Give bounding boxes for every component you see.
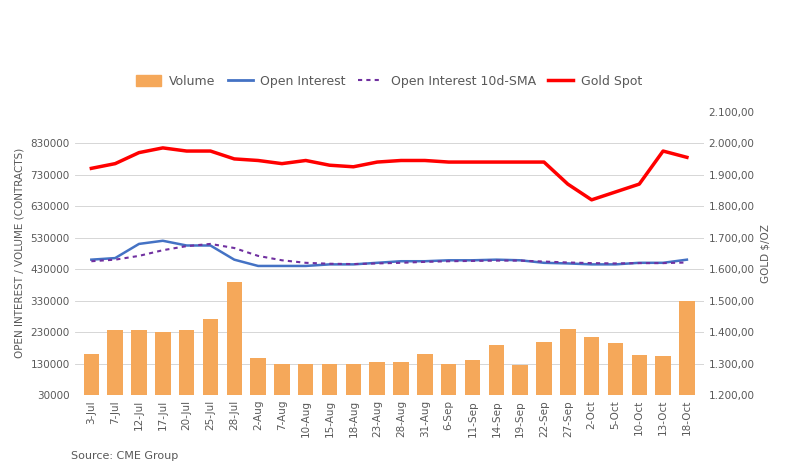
Y-axis label: OPEN INTEREST / VOLUME (CONTRACTS): OPEN INTEREST / VOLUME (CONTRACTS)	[15, 148, 25, 358]
Bar	[536, 342, 552, 404]
Legend: Volume, Open Interest, Open Interest 10d-SMA, Gold Spot: Volume, Open Interest, Open Interest 10d…	[131, 70, 647, 93]
Y-axis label: GOLD $/OZ: GOLD $/OZ	[760, 224, 770, 283]
Bar	[488, 345, 504, 404]
Bar	[370, 362, 385, 404]
Bar	[417, 354, 433, 404]
Bar	[608, 343, 623, 404]
Bar	[179, 330, 195, 404]
Bar	[465, 360, 480, 404]
Bar	[155, 332, 170, 404]
Bar	[250, 358, 266, 404]
Bar	[513, 365, 528, 404]
Bar	[131, 330, 147, 404]
Bar	[560, 329, 575, 404]
Bar	[108, 330, 123, 404]
Bar	[83, 354, 99, 404]
Bar	[298, 364, 313, 404]
Bar	[584, 337, 600, 404]
Bar	[227, 281, 242, 404]
Bar	[393, 362, 409, 404]
Bar	[441, 364, 456, 404]
Bar	[631, 355, 647, 404]
Bar	[679, 301, 695, 404]
Bar	[203, 320, 218, 404]
Text: Source: CME Group: Source: CME Group	[71, 452, 178, 461]
Bar	[322, 363, 338, 404]
Bar	[274, 364, 290, 404]
Bar	[345, 363, 361, 404]
Bar	[655, 356, 671, 404]
